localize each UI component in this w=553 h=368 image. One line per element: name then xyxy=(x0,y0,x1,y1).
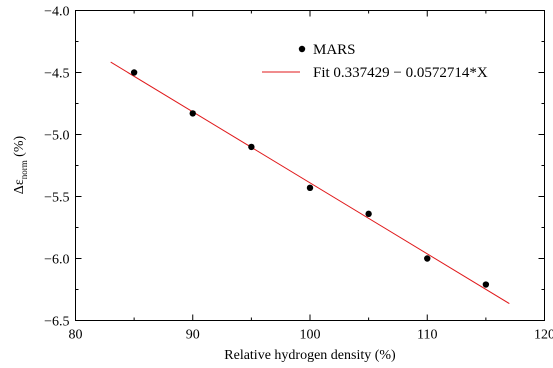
x-tick-label: 120 xyxy=(534,328,553,343)
legend-label-fit: Fit 0.337429 − 0.0572714*X xyxy=(313,65,488,81)
axis-ticks xyxy=(75,10,545,321)
plot-frame xyxy=(75,10,545,321)
y-axis-title: Δεnorm (%) xyxy=(12,135,29,194)
data-point xyxy=(424,255,431,262)
data-point xyxy=(189,110,196,117)
points-layer xyxy=(130,69,490,288)
svg-text:Δεnorm (%): Δεnorm (%) xyxy=(12,135,29,194)
data-point xyxy=(248,143,255,151)
fit-layer xyxy=(110,61,510,304)
legend-label-mars: MARS xyxy=(313,42,356,58)
x-tick-label: 110 xyxy=(417,328,437,343)
legend: MARS Fit 0.337429 − 0.0572714*X xyxy=(262,42,488,81)
x-tick-label: 90 xyxy=(186,328,200,343)
data-point xyxy=(306,184,314,192)
y-axis-title-main: Δε xyxy=(12,179,27,194)
y-tick-label: −4.0 xyxy=(44,5,69,20)
x-tick-label: 100 xyxy=(300,328,321,343)
y-axis-title-suffix: (%) xyxy=(12,135,27,160)
x-tick-label: 80 xyxy=(69,328,83,343)
y-tick-label: −6.5 xyxy=(44,315,69,330)
x-axis-title: Relative hydrogen density (%) xyxy=(224,348,396,363)
axis-tick-labels: 80 90 100 110 120 −6.5 −6.0 −5.5 −5.0 −4.5 −4.0 xyxy=(44,5,553,343)
y-tick-label: −5.0 xyxy=(44,129,69,144)
data-point xyxy=(365,210,372,218)
data-point xyxy=(130,69,138,76)
y-tick-label: −5.5 xyxy=(44,191,69,206)
legend-marker-mars xyxy=(298,45,306,53)
data-point xyxy=(482,281,490,288)
y-tick-label: −4.5 xyxy=(44,67,69,82)
y-tick-label: −6.0 xyxy=(44,253,69,268)
fit-line xyxy=(110,61,510,304)
y-axis-title-subscript: norm xyxy=(19,160,29,179)
